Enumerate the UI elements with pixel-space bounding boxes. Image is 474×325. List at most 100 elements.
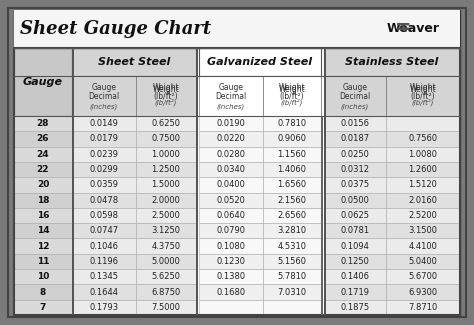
Bar: [196, 192, 199, 208]
Bar: [324, 48, 327, 315]
Bar: [324, 76, 386, 116]
Text: 22: 22: [37, 165, 49, 174]
Bar: [386, 76, 460, 116]
Text: 0.7560: 0.7560: [409, 135, 438, 143]
Bar: [324, 116, 386, 131]
Text: 7: 7: [40, 303, 46, 312]
Text: 1.2500: 1.2500: [152, 165, 181, 174]
Bar: [196, 162, 199, 177]
Bar: [136, 284, 196, 300]
Text: Gauge: Gauge: [91, 83, 117, 92]
Bar: [196, 147, 199, 162]
Bar: [263, 269, 321, 284]
Bar: [199, 177, 263, 192]
Text: 4.3750: 4.3750: [151, 241, 181, 251]
Text: Decimal: Decimal: [88, 92, 119, 101]
Bar: [72, 76, 74, 116]
Text: 0.1345: 0.1345: [90, 272, 118, 281]
Text: Weight: Weight: [279, 83, 305, 92]
Text: Decimal: Decimal: [339, 92, 371, 101]
Text: 0.1719: 0.1719: [340, 288, 370, 296]
Bar: [14, 131, 72, 147]
Bar: [199, 254, 263, 269]
Text: Gauge: Gauge: [23, 77, 63, 87]
Text: 3.1250: 3.1250: [152, 226, 181, 235]
Bar: [14, 254, 72, 269]
Text: 0.1793: 0.1793: [90, 303, 118, 312]
Bar: [14, 284, 72, 300]
Bar: [263, 76, 321, 116]
Text: Galvanized Steel: Galvanized Steel: [208, 57, 312, 67]
Text: 0.1080: 0.1080: [217, 241, 246, 251]
Text: Weight: Weight: [279, 85, 305, 95]
Bar: [72, 76, 136, 116]
Text: 1.0080: 1.0080: [409, 150, 438, 159]
Bar: [14, 116, 72, 131]
Text: Weight: Weight: [410, 83, 437, 92]
Text: 0.6250: 0.6250: [152, 119, 181, 128]
Text: 0.0179: 0.0179: [90, 135, 118, 143]
Bar: [321, 223, 323, 239]
Bar: [324, 48, 327, 76]
Text: 0.0340: 0.0340: [217, 165, 246, 174]
Text: Weight: Weight: [410, 85, 437, 95]
Bar: [199, 76, 263, 116]
Text: 5.1560: 5.1560: [277, 257, 307, 266]
Bar: [72, 208, 136, 223]
Text: (lb/ft²): (lb/ft²): [412, 98, 434, 106]
Bar: [199, 147, 263, 162]
Text: 0.0747: 0.0747: [90, 226, 118, 235]
Bar: [324, 223, 386, 239]
Text: 0.1380: 0.1380: [217, 272, 246, 281]
Bar: [72, 239, 136, 254]
Text: Sheet Steel: Sheet Steel: [98, 57, 170, 67]
Text: 1.6560: 1.6560: [277, 180, 307, 189]
Bar: [72, 131, 136, 147]
Bar: [386, 131, 460, 147]
Text: 0.0640: 0.0640: [217, 211, 246, 220]
Text: (lb/ft²): (lb/ft²): [154, 92, 178, 101]
Text: 4.5310: 4.5310: [277, 241, 307, 251]
Bar: [386, 208, 460, 223]
Bar: [324, 284, 386, 300]
Bar: [263, 208, 321, 223]
Bar: [14, 177, 72, 192]
Text: 11: 11: [37, 257, 49, 266]
Bar: [136, 223, 196, 239]
Bar: [324, 48, 460, 76]
Text: 2.0160: 2.0160: [409, 196, 438, 205]
Bar: [321, 269, 323, 284]
Text: 0.0312: 0.0312: [340, 165, 370, 174]
Bar: [136, 177, 196, 192]
Bar: [196, 48, 199, 76]
Text: 16: 16: [37, 211, 49, 220]
Bar: [199, 300, 263, 315]
Text: 1.5120: 1.5120: [409, 180, 438, 189]
Bar: [72, 254, 136, 269]
Bar: [321, 116, 323, 131]
Bar: [321, 284, 323, 300]
Text: 0.0156: 0.0156: [340, 119, 370, 128]
Text: 5.7810: 5.7810: [277, 272, 307, 281]
Text: 7.5000: 7.5000: [152, 303, 181, 312]
Bar: [263, 300, 321, 315]
Bar: [199, 162, 263, 177]
Bar: [72, 147, 136, 162]
Bar: [386, 116, 460, 131]
Bar: [324, 254, 386, 269]
Bar: [72, 223, 136, 239]
Bar: [324, 269, 386, 284]
Text: 8: 8: [40, 288, 46, 296]
Bar: [72, 48, 74, 315]
Text: 18: 18: [37, 196, 49, 205]
Bar: [263, 131, 321, 147]
Text: 7.0310: 7.0310: [277, 288, 307, 296]
Text: 0.0149: 0.0149: [90, 119, 118, 128]
Bar: [136, 116, 196, 131]
Bar: [321, 254, 323, 269]
Bar: [199, 284, 263, 300]
Bar: [72, 162, 136, 177]
Text: 14: 14: [36, 226, 49, 235]
Bar: [324, 239, 386, 254]
Text: 24: 24: [36, 150, 49, 159]
